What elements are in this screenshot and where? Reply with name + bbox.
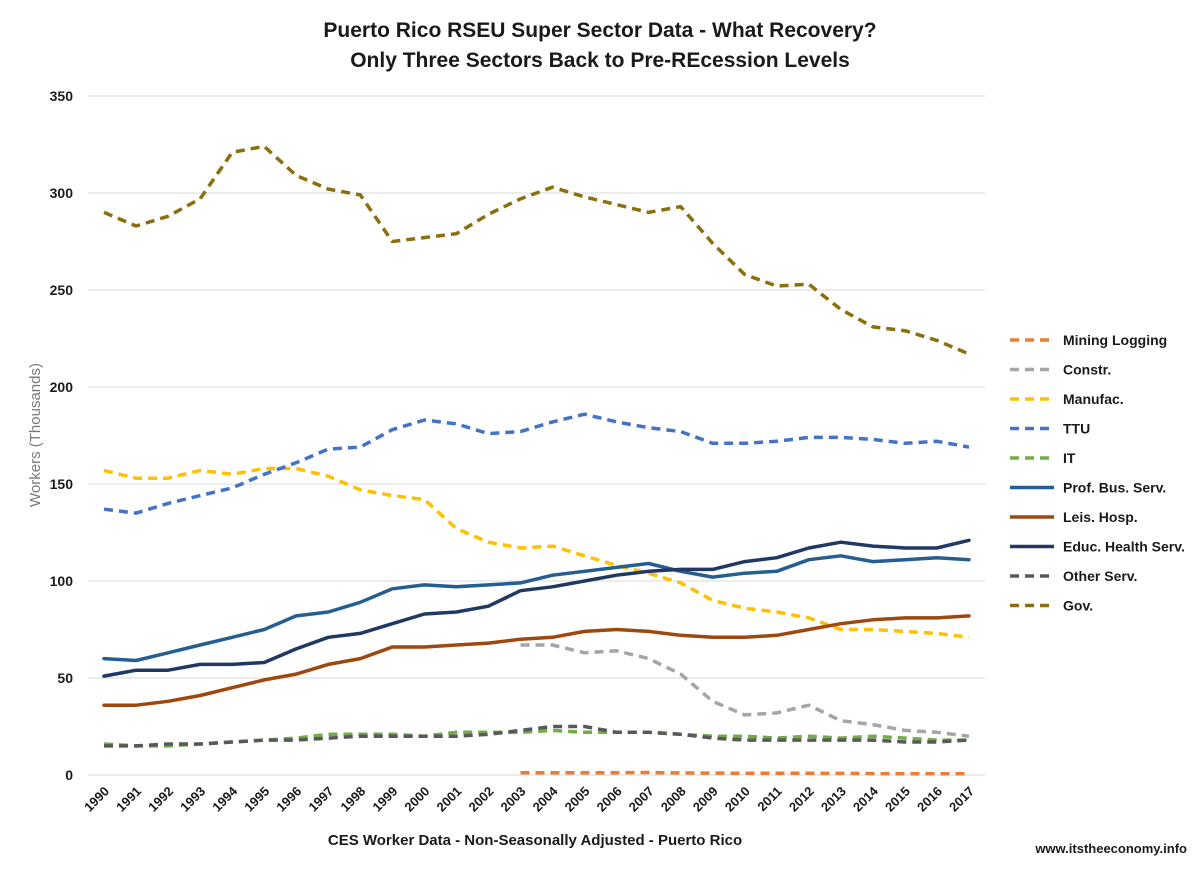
y-tick-label: 300 — [50, 185, 74, 201]
series-line — [103, 144, 970, 356]
series-line — [102, 614, 971, 707]
y-tick-label: 150 — [50, 476, 74, 492]
x-tick-label: 1991 — [113, 784, 144, 815]
x-tick-label: 1994 — [209, 783, 241, 815]
x-axis-ticks: 1990 1991 1992 1993 1994 1995 1996 1997 1998 1999… — [81, 783, 977, 815]
series-line — [104, 724, 970, 748]
y-tick-label: 0 — [65, 767, 73, 783]
y-axis-label: Workers (Thousands) — [27, 363, 44, 507]
series-line — [102, 538, 971, 678]
series-line — [520, 643, 970, 738]
x-tick-label: 2006 — [594, 784, 625, 815]
x-tick-label: 1996 — [273, 784, 304, 815]
chart-title-line2: Only Three Sectors Back to Pre-REcession… — [350, 49, 850, 72]
series-line — [520, 770, 969, 776]
legend-label: Mining Logging — [1063, 332, 1167, 348]
x-tick-label: 2009 — [690, 784, 721, 815]
legend-label: Other Serv. — [1063, 568, 1137, 584]
legend-label: TTU — [1063, 421, 1090, 437]
x-tick-label: 1998 — [337, 784, 368, 815]
x-tick-label: 1992 — [145, 784, 176, 815]
series-line — [103, 728, 969, 748]
legend-label: Manufac. — [1063, 391, 1124, 407]
x-tick-label: 2003 — [498, 784, 529, 815]
gridlines — [88, 95, 985, 776]
x-tick-label: 2016 — [914, 784, 945, 815]
x-tick-label: 2005 — [562, 784, 593, 815]
x-tick-label: 2007 — [626, 784, 657, 815]
source-text: www.itstheeconomy.info — [1034, 841, 1187, 856]
legend-label: Leis. Hosp. — [1063, 509, 1138, 525]
legend-label: Constr. — [1063, 362, 1111, 378]
series-lines — [102, 144, 971, 776]
x-tick-label: 2017 — [946, 784, 977, 815]
x-tick-label: 1995 — [241, 784, 272, 815]
y-tick-label: 200 — [50, 379, 74, 395]
legend-label: Gov. — [1063, 598, 1093, 614]
x-tick-label: 2008 — [658, 784, 689, 815]
x-tick-label: 1999 — [369, 784, 400, 815]
x-tick-label: 2012 — [786, 784, 817, 815]
x-tick-label: 2013 — [818, 784, 849, 815]
x-axis-label: CES Worker Data - Non-Seasonally Adjuste… — [328, 832, 742, 849]
series-line — [102, 554, 971, 663]
x-tick-label: 2010 — [722, 784, 753, 815]
y-tick-label: 50 — [57, 670, 73, 686]
x-tick-label: 2011 — [754, 784, 785, 815]
legend-label: IT — [1063, 450, 1076, 466]
x-tick-label: 2014 — [850, 783, 882, 815]
legend-label: Prof. Bus. Serv. — [1063, 480, 1166, 496]
x-tick-label: 2015 — [882, 784, 913, 815]
x-tick-label: 1997 — [305, 784, 336, 815]
series-line — [103, 412, 970, 515]
x-tick-label: 1993 — [177, 784, 208, 815]
y-tick-label: 250 — [50, 282, 74, 298]
y-tick-label: 350 — [50, 88, 74, 104]
legend: Mining Logging Constr. Manufac. TTU IT Prof. … — [1010, 332, 1185, 614]
x-tick-label: 2004 — [530, 783, 562, 815]
series-line — [103, 466, 970, 640]
x-tick-label: 2000 — [401, 784, 432, 815]
y-axis-ticks: 0 50 100 150 200 250 300 350 — [50, 88, 74, 783]
x-tick-label: 2002 — [466, 784, 497, 815]
y-tick-label: 100 — [50, 573, 74, 589]
chart-title-line1: Puerto Rico RSEU Super Sector Data - Wha… — [323, 19, 876, 42]
x-tick-label: 1990 — [81, 784, 112, 815]
x-tick-label: 2001 — [433, 784, 464, 815]
legend-label: Educ. Health Serv. — [1063, 539, 1185, 555]
